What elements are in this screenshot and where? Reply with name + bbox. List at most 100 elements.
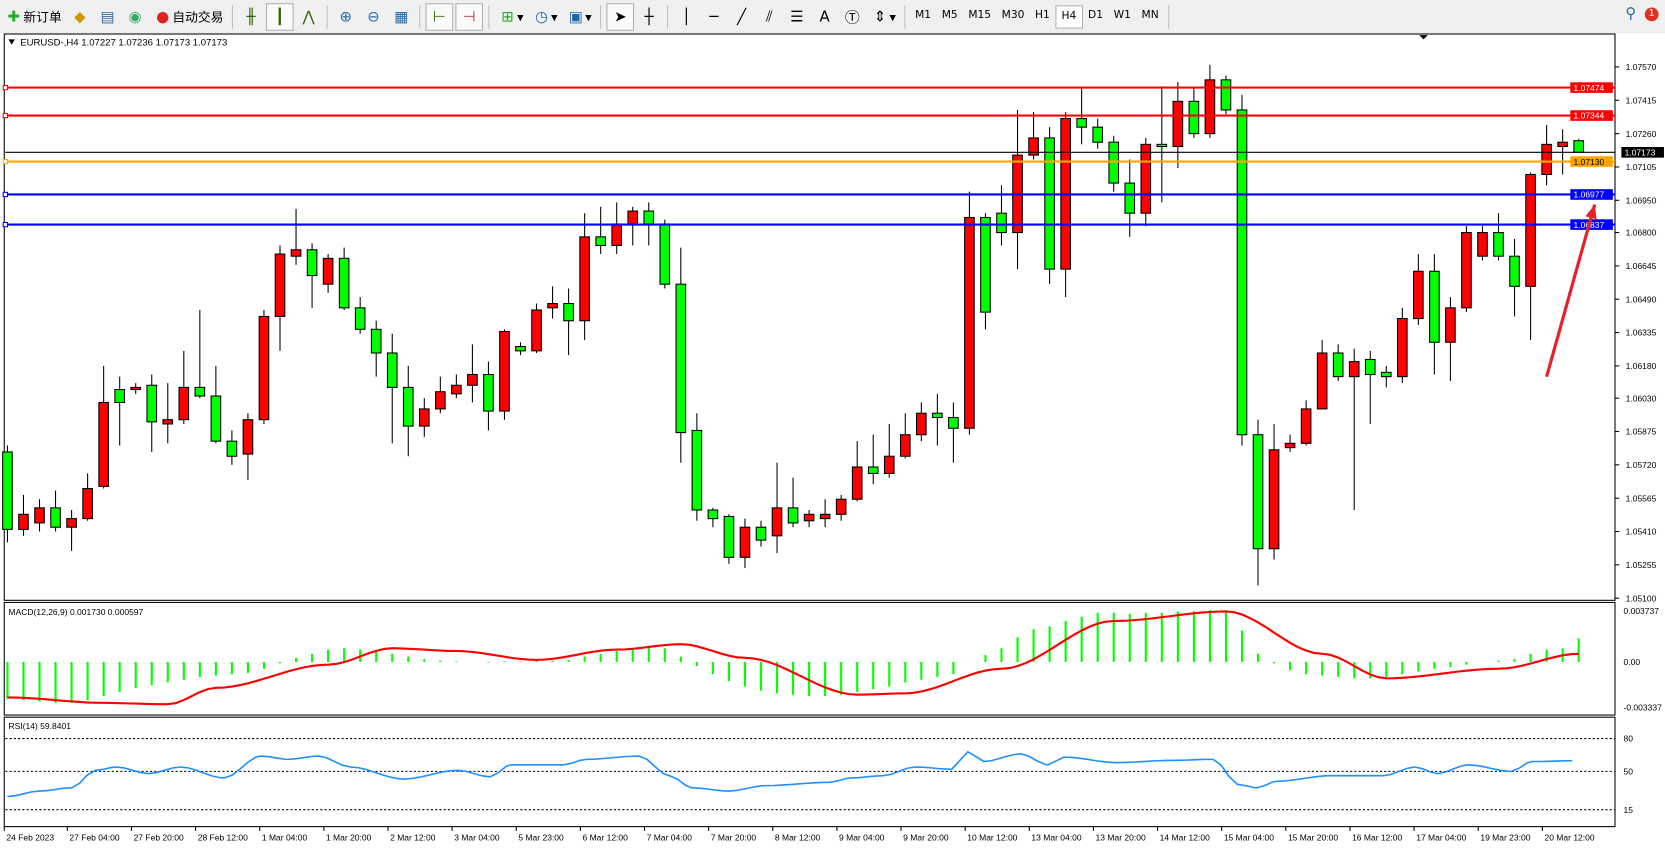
price-level-tag xyxy=(1570,219,1613,230)
bearish-candle xyxy=(1493,232,1504,257)
bullish-candle xyxy=(1204,79,1216,135)
bearish-candle xyxy=(867,466,879,474)
timeframe-h1[interactable]: H1 xyxy=(1035,9,1050,22)
time-tick-label: 19 Mar 23:00 xyxy=(1480,832,1530,842)
timeframe-m15[interactable]: M15 xyxy=(968,9,992,22)
horizontal-line-button[interactable]: ─ xyxy=(701,4,727,30)
bearish-candle xyxy=(386,352,398,388)
time-tick-label: 1 Mar 04:00 xyxy=(262,832,308,842)
new-order-button[interactable]: ✚ 新订单 xyxy=(1,4,65,30)
bearish-candle xyxy=(1332,352,1344,378)
fibonacci-button[interactable]: ☰ xyxy=(784,4,810,30)
rsi-tick-label: 80 xyxy=(1624,734,1634,744)
time-tick-label: 20 Mar 12:00 xyxy=(1544,832,1594,842)
auto-trading-button[interactable]: ● 自动交易 xyxy=(150,4,227,30)
chart-shift-button[interactable]: ⊣ xyxy=(455,2,484,31)
bearish-candle xyxy=(707,509,719,520)
bullish-candle xyxy=(418,408,430,427)
channel-icon: ⫽ xyxy=(766,7,773,25)
navigator-button[interactable]: ▤ xyxy=(95,4,121,30)
time-tick-label: 14 Mar 12:00 xyxy=(1160,832,1210,842)
zoom-in-button[interactable]: ⊕ xyxy=(333,4,359,30)
bearish-candle xyxy=(1124,182,1136,214)
candlestick-button[interactable]: ┃ xyxy=(266,2,294,31)
bearish-candle xyxy=(1380,371,1392,378)
bullish-candle xyxy=(1525,173,1536,287)
price-tick-label: 1.05410 xyxy=(1626,527,1657,537)
bearish-candle xyxy=(1364,358,1376,376)
tile-windows-icon: ▦ xyxy=(394,7,409,25)
arrows-button[interactable]: ⇕ ▾ xyxy=(867,4,899,30)
price-level-label: 1.07474 xyxy=(1574,83,1605,93)
toolbar-separator xyxy=(904,4,906,29)
crosshair-button[interactable]: ┼ xyxy=(636,4,662,30)
auto-scroll-button[interactable]: ⊢ xyxy=(425,2,454,31)
bullish-candle xyxy=(130,386,142,391)
indicators-button[interactable]: ⊞ ▾ xyxy=(495,4,527,30)
bearish-candle xyxy=(194,386,206,397)
bullish-candle xyxy=(1028,137,1039,156)
macd-tick-label: -0.003337 xyxy=(1624,703,1663,713)
tile-windows-button[interactable]: ▦ xyxy=(388,4,414,30)
chart-shift-marker-icon xyxy=(1419,35,1428,40)
bar-chart-button[interactable]: ╫ xyxy=(238,4,264,30)
bearish-candle xyxy=(146,384,158,423)
timeframe-m5[interactable]: M5 xyxy=(941,9,958,22)
timeframe-w1[interactable]: W1 xyxy=(1113,9,1131,22)
bullish-candle xyxy=(467,373,478,386)
zoom-out-button[interactable]: ⊖ xyxy=(361,4,387,30)
timeframe-mn[interactable]: MN xyxy=(1141,9,1159,22)
bullish-candle xyxy=(258,315,270,421)
bullish-candle xyxy=(322,257,334,285)
trendline-button[interactable]: ╱ xyxy=(729,4,755,30)
bullish-candle xyxy=(819,513,831,520)
bearish-candle xyxy=(338,257,350,309)
timeframe-m1[interactable]: M1 xyxy=(915,9,932,22)
time-tick-label: 3 Mar 04:00 xyxy=(454,832,500,842)
price-tick-label: 1.06800 xyxy=(1626,228,1657,238)
bullish-candle xyxy=(1300,408,1312,444)
text-label-button[interactable]: Ⓣ xyxy=(840,4,866,30)
vertical-line-button[interactable]: │ xyxy=(674,4,700,30)
price-level-tag xyxy=(1621,147,1664,158)
bearish-candle xyxy=(787,507,799,524)
search-icon[interactable]: ⚲ xyxy=(1625,5,1637,23)
notification-badge[interactable]: 1 xyxy=(1644,6,1659,21)
time-tick-label: 2 Mar 12:00 xyxy=(390,832,436,842)
timeframe-d1[interactable]: D1 xyxy=(1088,9,1103,22)
periods-button[interactable]: ◷ ▾ xyxy=(529,4,561,30)
text-icon: A xyxy=(819,7,830,25)
timeframe-h4[interactable]: H4 xyxy=(1055,4,1083,29)
macd-tick-label: 0.00 xyxy=(1624,657,1641,667)
auto-scroll-icon: ⊢ xyxy=(432,7,446,25)
bearish-candle xyxy=(1573,140,1584,153)
toolbar-right: ⚲ 1 xyxy=(1625,5,1659,23)
signals-button[interactable]: ◉ xyxy=(122,4,148,30)
bearish-candle xyxy=(370,328,382,354)
timeframe-m30[interactable]: M30 xyxy=(1001,9,1025,22)
bearish-candle xyxy=(2,451,13,530)
bullish-candle xyxy=(290,249,302,257)
templates-button[interactable]: ▣ ▾ xyxy=(563,4,595,30)
bearish-candle xyxy=(932,412,943,419)
cursor-button[interactable]: ➤ xyxy=(606,2,635,31)
horizontal-line-icon: ─ xyxy=(709,7,719,25)
signals-icon: ◉ xyxy=(128,7,142,25)
chart-canvas[interactable]: 1.07570 1.07415 1.07260 1.07105 1.06950 1.068… xyxy=(0,33,1665,850)
bearish-candle xyxy=(402,386,414,427)
indicators-icon: ⊞ xyxy=(501,7,514,25)
time-tick-label: 1 Mar 20:00 xyxy=(326,832,372,842)
time-tick-label: 7 Mar 20:00 xyxy=(711,832,757,842)
market-watch-button[interactable]: ◆ xyxy=(67,4,93,30)
line-chart-button[interactable]: ⋀ xyxy=(296,4,322,30)
text-button[interactable]: A xyxy=(812,4,838,30)
candlestick-icon: ┃ xyxy=(275,7,285,25)
equidistant-channel-button[interactable]: ⫽ xyxy=(757,4,783,30)
price-tick-label: 1.07105 xyxy=(1626,162,1657,172)
bearish-candle xyxy=(210,395,222,442)
chart-window[interactable]: 1.07570 1.07415 1.07260 1.07105 1.06950 1.068… xyxy=(0,32,1665,850)
annotation-arrow-shaft xyxy=(1545,204,1597,378)
macd-panel xyxy=(3,601,1616,716)
bearish-candle xyxy=(595,236,606,246)
